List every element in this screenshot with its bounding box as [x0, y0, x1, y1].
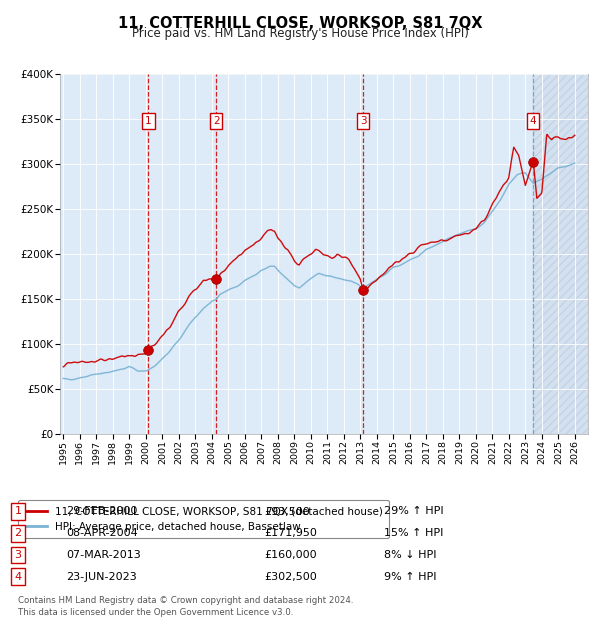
- Text: 1: 1: [14, 507, 22, 516]
- Text: £160,000: £160,000: [264, 550, 317, 560]
- Text: 2: 2: [213, 116, 220, 126]
- Text: 11, COTTERHILL CLOSE, WORKSOP, S81 7QX: 11, COTTERHILL CLOSE, WORKSOP, S81 7QX: [118, 16, 482, 30]
- Text: £171,950: £171,950: [264, 528, 317, 538]
- Text: 07-MAR-2013: 07-MAR-2013: [66, 550, 141, 560]
- Text: £302,500: £302,500: [264, 572, 317, 582]
- Text: 1: 1: [145, 116, 152, 126]
- Text: Price paid vs. HM Land Registry's House Price Index (HPI): Price paid vs. HM Land Registry's House …: [131, 27, 469, 40]
- Text: 29-FEB-2000: 29-FEB-2000: [66, 507, 137, 516]
- Text: 9% ↑ HPI: 9% ↑ HPI: [384, 572, 437, 582]
- Text: 23-JUN-2023: 23-JUN-2023: [66, 572, 137, 582]
- Text: 3: 3: [14, 550, 22, 560]
- Text: Contains HM Land Registry data © Crown copyright and database right 2024.
This d: Contains HM Land Registry data © Crown c…: [18, 596, 353, 617]
- Text: 2: 2: [14, 528, 22, 538]
- Text: 29% ↑ HPI: 29% ↑ HPI: [384, 507, 443, 516]
- Bar: [533, 74, 588, 434]
- Text: 4: 4: [14, 572, 22, 582]
- Text: 4: 4: [530, 116, 536, 126]
- Legend: 11, COTTERHILL CLOSE, WORKSOP, S81 7QX (detached house), HPI: Average price, det: 11, COTTERHILL CLOSE, WORKSOP, S81 7QX (…: [17, 500, 389, 538]
- Text: 15% ↑ HPI: 15% ↑ HPI: [384, 528, 443, 538]
- Text: 8% ↓ HPI: 8% ↓ HPI: [384, 550, 437, 560]
- Text: £93,500: £93,500: [264, 507, 310, 516]
- Text: 08-APR-2004: 08-APR-2004: [66, 528, 138, 538]
- Text: 3: 3: [360, 116, 367, 126]
